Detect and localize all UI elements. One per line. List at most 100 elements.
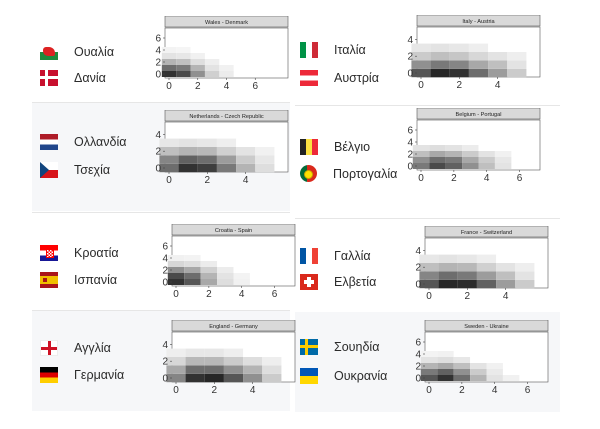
heatmap-cell [167,279,185,285]
heatmap-cell [496,271,516,280]
y-tick-label: 2 [155,147,161,158]
heatmap-cell [430,68,450,78]
heatmap-cell [166,348,186,357]
heatmap-cell [462,163,479,169]
heatmap-cell [419,263,439,272]
team-name: Ουαλία [74,45,115,59]
heatmap-cell [420,363,438,369]
y-tick-label: 6 [407,126,413,137]
heatmap-cell [176,71,191,77]
heatmap-cell [184,273,201,279]
heatmap-cell [468,43,489,52]
heatmap-cell [262,357,282,366]
heatmap-cell [411,68,431,78]
heatmap-cell [412,163,430,169]
heatmap-cell [457,254,477,263]
chart-title-strip [164,16,289,28]
heatmap-cell [494,163,512,169]
team-away: Αυστρία [300,70,379,86]
portugal-flag-icon [300,165,317,182]
score-heatmap-italy-austria: Italy - Austria 0 2 4 0 2 4 [407,15,541,91]
heatmap-cell [216,155,237,164]
heatmap-cell [200,279,218,285]
heatmap-cell [204,71,220,77]
heatmap-cell [437,369,454,375]
heatmap-cell [437,357,454,363]
team-name: Ισπανία [74,273,118,287]
heatmap-cell [488,68,508,78]
y-tick-label: 0 [155,164,161,175]
y-tick-label: 6 [162,242,168,253]
y-tick-label: 0 [407,69,413,80]
x-tick-label: 4 [250,385,256,396]
x-tick-label: 6 [517,173,523,184]
heatmap-cell [255,147,275,156]
heatmap-cell [429,145,446,151]
heatmap-cell [216,138,237,147]
heatmap-cell [515,279,535,289]
team-away: Τσεχία [40,162,110,178]
heatmap-cell [217,279,234,285]
chart-title: Italy - Austria [462,19,495,25]
heatmap-cell [445,163,463,169]
heatmap-cell [496,263,516,272]
heatmap-cell [420,375,438,381]
x-tick-label: 4 [243,175,249,186]
team-name: Βέλγιο [334,140,371,154]
heatmap-cell [233,279,250,285]
heatmap-cell [476,263,497,272]
y-tick-label: 4 [162,254,168,265]
team-name: Αγγλία [74,341,111,355]
heatmap-cell [429,157,446,163]
chart-title: Belgium - Portugal [455,112,501,118]
england-flag-icon [40,340,58,356]
score-heatmap-england-germany: England - Germany 0 2 4 0 2 4 [162,320,296,396]
heatmap-cell [457,271,477,280]
heatmap-cell [445,151,463,157]
x-tick-label: 2 [205,175,211,186]
x-tick-label: 0 [426,385,432,396]
czech-flag-icon [40,162,58,178]
heatmap-cell [411,52,431,61]
heatmap-cell [166,373,186,383]
heatmap-cell [502,375,520,381]
heatmap-cell [190,71,205,77]
heatmap-cell [219,65,234,71]
croatia-flag-icon [40,245,58,261]
heatmap-cell [255,155,275,164]
y-tick-label: 4 [407,138,413,149]
denmark-flag-icon [40,70,58,86]
heatmap-cell [449,43,469,52]
heatmap-cell [462,145,479,151]
heatmap-cell [496,279,516,289]
heatmap-cell [438,254,458,263]
heatmap-cell [159,147,179,156]
heatmap-cell [453,363,471,369]
heatmap-cell [185,348,205,357]
heatmap-cell [453,375,471,381]
heatmap-cell [412,151,430,157]
team-away: Πορτογαλία [300,165,397,182]
heatmap-cell [167,273,185,279]
y-tick-label: 0 [162,278,168,289]
heatmap-cell [411,60,431,69]
heatmap-cell [178,147,198,156]
heatmap-cell [429,151,446,157]
heatmap-cell [430,52,450,61]
x-tick-label: 0 [166,81,172,92]
heatmap-cell [411,43,431,52]
heatmap-cell [217,267,234,273]
heatmap-cell [438,263,458,272]
heatmap-cell [204,357,224,366]
heatmap-cell [453,369,471,375]
chart-title: Wales - Denmark [205,20,248,26]
heatmap-cell [167,261,185,267]
y-tick-label: 2 [415,263,421,274]
team-away: Ισπανία [40,272,117,288]
heatmap-cell [438,271,458,280]
team-name: Ελβετία [334,275,377,289]
heatmap-cell [470,369,487,375]
x-tick-label: 0 [173,385,179,396]
heatmap-cell [217,273,234,279]
